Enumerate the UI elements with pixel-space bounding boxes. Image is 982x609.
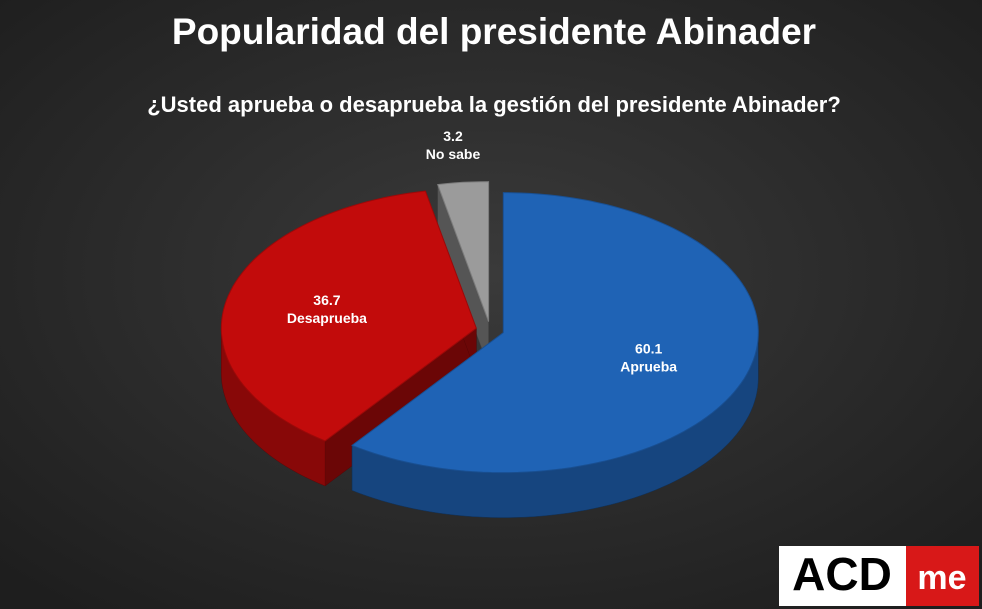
chart-subtitle: ¿Usted aprueba o desaprueba la gestión d…	[147, 92, 841, 117]
chart-title: Popularidad del presidente Abinader	[172, 11, 816, 52]
category-label: No sabe	[426, 146, 481, 162]
logo: ACD me	[779, 546, 979, 606]
category-label: Aprueba	[620, 359, 677, 375]
logo-badge-text: me	[917, 559, 966, 597]
pie	[220, 181, 759, 518]
slice	[351, 192, 759, 474]
slice	[437, 181, 490, 322]
category-label: Desaprueba	[287, 310, 367, 326]
slice	[220, 190, 477, 442]
data-label: 3.2	[443, 128, 463, 144]
logo-text: ACD	[792, 548, 892, 600]
data-label: 60.1	[635, 341, 662, 357]
logo-box	[779, 546, 906, 606]
logo-badge	[906, 546, 979, 606]
data-label: 36.7	[313, 292, 340, 308]
